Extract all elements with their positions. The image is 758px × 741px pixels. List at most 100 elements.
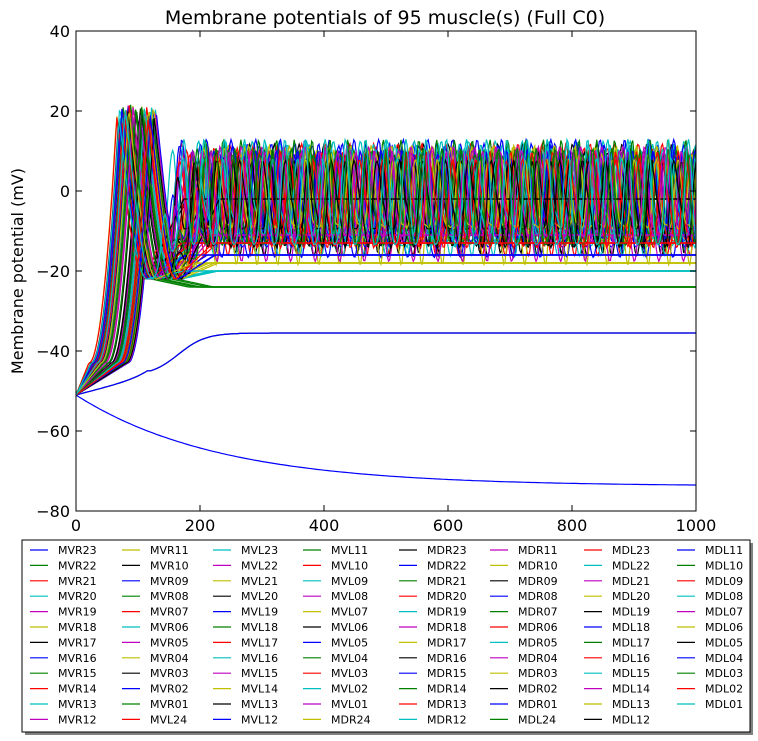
legend-entry: MVL05 — [331, 636, 368, 649]
legend-entry: MDL23 — [612, 544, 650, 557]
legend-entry: MVR11 — [150, 544, 189, 557]
legend-entry: MDR03 — [518, 667, 558, 680]
y-tick-label: 0 — [60, 182, 70, 201]
series-line-mvl12 — [76, 332, 696, 396]
legend-entry: MVR21 — [58, 575, 97, 588]
legend-entry: MDR05 — [518, 636, 558, 649]
legend-entry: MVL16 — [241, 652, 278, 665]
legend-entry: MDL10 — [705, 559, 743, 572]
legend-entry: MDR17 — [427, 636, 467, 649]
legend-entry: MDL08 — [705, 590, 743, 603]
legend-entry: MVL17 — [241, 636, 278, 649]
legend-box — [21, 539, 751, 733]
series-line-mdl07 — [76, 107, 696, 396]
y-tick-label: 20 — [50, 102, 70, 121]
legend-entry: MDL18 — [612, 621, 650, 634]
legend-entry: MDR06 — [518, 621, 558, 634]
x-tick-label: 600 — [433, 516, 464, 535]
legend-entry: MVL19 — [241, 606, 278, 619]
legend-entry: MVR10 — [150, 559, 189, 572]
legend-entry: MDR10 — [518, 559, 558, 572]
series-line-mdl01 — [76, 110, 696, 396]
legend-entry: MDR22 — [427, 559, 467, 572]
legend: MVR23 MVR22 MVR21 MVR20 MVR19 MVR18 MVR17 MVR16… — [21, 539, 753, 735]
legend-entry: MVL04 — [331, 652, 368, 665]
x-tick-label: 200 — [185, 516, 216, 535]
legend-entry: MDL13 — [612, 698, 650, 711]
legend-entry: MDR19 — [427, 606, 467, 619]
legend-entry: MDR13 — [427, 698, 467, 711]
legend-entry: MDR20 — [427, 590, 467, 603]
legend-entry: MVR09 — [150, 575, 189, 588]
legend-entry: MVR01 — [150, 698, 189, 711]
legend-entry: MDR11 — [518, 544, 558, 557]
series-line-mdl04 — [76, 115, 696, 396]
legend-entry: MVL01 — [331, 698, 368, 711]
series-line-mdl05 — [76, 111, 696, 396]
legend-entry: MDR07 — [518, 606, 558, 619]
series-line-mdl11 — [76, 394, 696, 486]
legend-entry: MDL09 — [705, 575, 743, 588]
legend-entry: MDL17 — [612, 636, 650, 649]
legend-entry: MVR19 — [58, 606, 97, 619]
legend-entry: MDR24 — [331, 713, 371, 726]
legend-entry: MVR02 — [150, 683, 189, 696]
legend-entry: MDR01 — [518, 698, 558, 711]
legend-entry: MDR12 — [427, 713, 467, 726]
y-tick-label: −20 — [36, 262, 70, 281]
legend-entry: MVL20 — [241, 590, 278, 603]
legend-entry: MVL13 — [241, 698, 278, 711]
x-tick-label: 800 — [557, 516, 588, 535]
legend-entry: MDR15 — [427, 667, 467, 680]
legend-entry: MVR05 — [150, 636, 189, 649]
series-line-mdl08 — [76, 119, 696, 396]
legend-entry: MDL07 — [705, 606, 743, 619]
legend-entry: MVL12 — [241, 713, 278, 726]
legend-entry: MDR02 — [518, 683, 558, 696]
legend-entry: MVL23 — [241, 544, 278, 557]
series-line-mdl02 — [76, 120, 696, 396]
legend-entry: MVR15 — [58, 667, 97, 680]
legend-entry: MDL19 — [612, 606, 650, 619]
legend-entry: MVL24 — [150, 713, 187, 726]
legend-entry: MDL12 — [612, 713, 650, 726]
legend-entry: MVL08 — [331, 590, 368, 603]
legend-entry: MDL11 — [705, 544, 743, 557]
series-line-mvl13 — [76, 332, 696, 396]
x-tick-label: 400 — [309, 516, 340, 535]
y-tick-label: 40 — [50, 22, 70, 41]
series-line-mvl23 — [76, 117, 696, 396]
legend-entry: MDL20 — [612, 590, 650, 603]
legend-entry: MVR14 — [58, 683, 97, 696]
legend-entry: MDR21 — [427, 575, 467, 588]
legend-entry: MVR18 — [58, 621, 97, 634]
legend-entry: MDL03 — [705, 667, 743, 680]
legend-entry: MVL11 — [331, 544, 368, 557]
legend-entry: MDL15 — [612, 667, 650, 680]
legend-entry: MDR14 — [427, 683, 467, 696]
y-tick-label: −80 — [36, 502, 70, 521]
legend-entry: MVR16 — [58, 652, 97, 665]
legend-entry: MVR04 — [150, 652, 189, 665]
series-line-mdl03 — [76, 107, 696, 396]
legend-entry: MDL06 — [705, 621, 743, 634]
series-line-mdl06 — [76, 112, 696, 396]
legend-entry: MDR18 — [427, 621, 467, 634]
legend-entry: MVL18 — [241, 621, 278, 634]
legend-entry: MVL02 — [331, 683, 368, 696]
legend-entry: MDR23 — [427, 544, 467, 557]
legend-entry: MDR16 — [427, 652, 467, 665]
legend-entry: MVR12 — [58, 713, 97, 726]
legend-entry: MVR07 — [150, 606, 189, 619]
legend-entry: MDL16 — [612, 652, 650, 665]
series-line-mdl12 — [76, 118, 696, 396]
legend-entry: MVR20 — [58, 590, 97, 603]
legend-entry: MVL07 — [331, 606, 368, 619]
legend-entry: MDL02 — [705, 683, 743, 696]
legend-entry: MVR22 — [58, 559, 97, 572]
legend-entry: MDL21 — [612, 575, 650, 588]
legend-entry: MVL10 — [331, 559, 368, 572]
legend-entry: MVL09 — [331, 575, 368, 588]
legend-entry: MVL03 — [331, 667, 368, 680]
